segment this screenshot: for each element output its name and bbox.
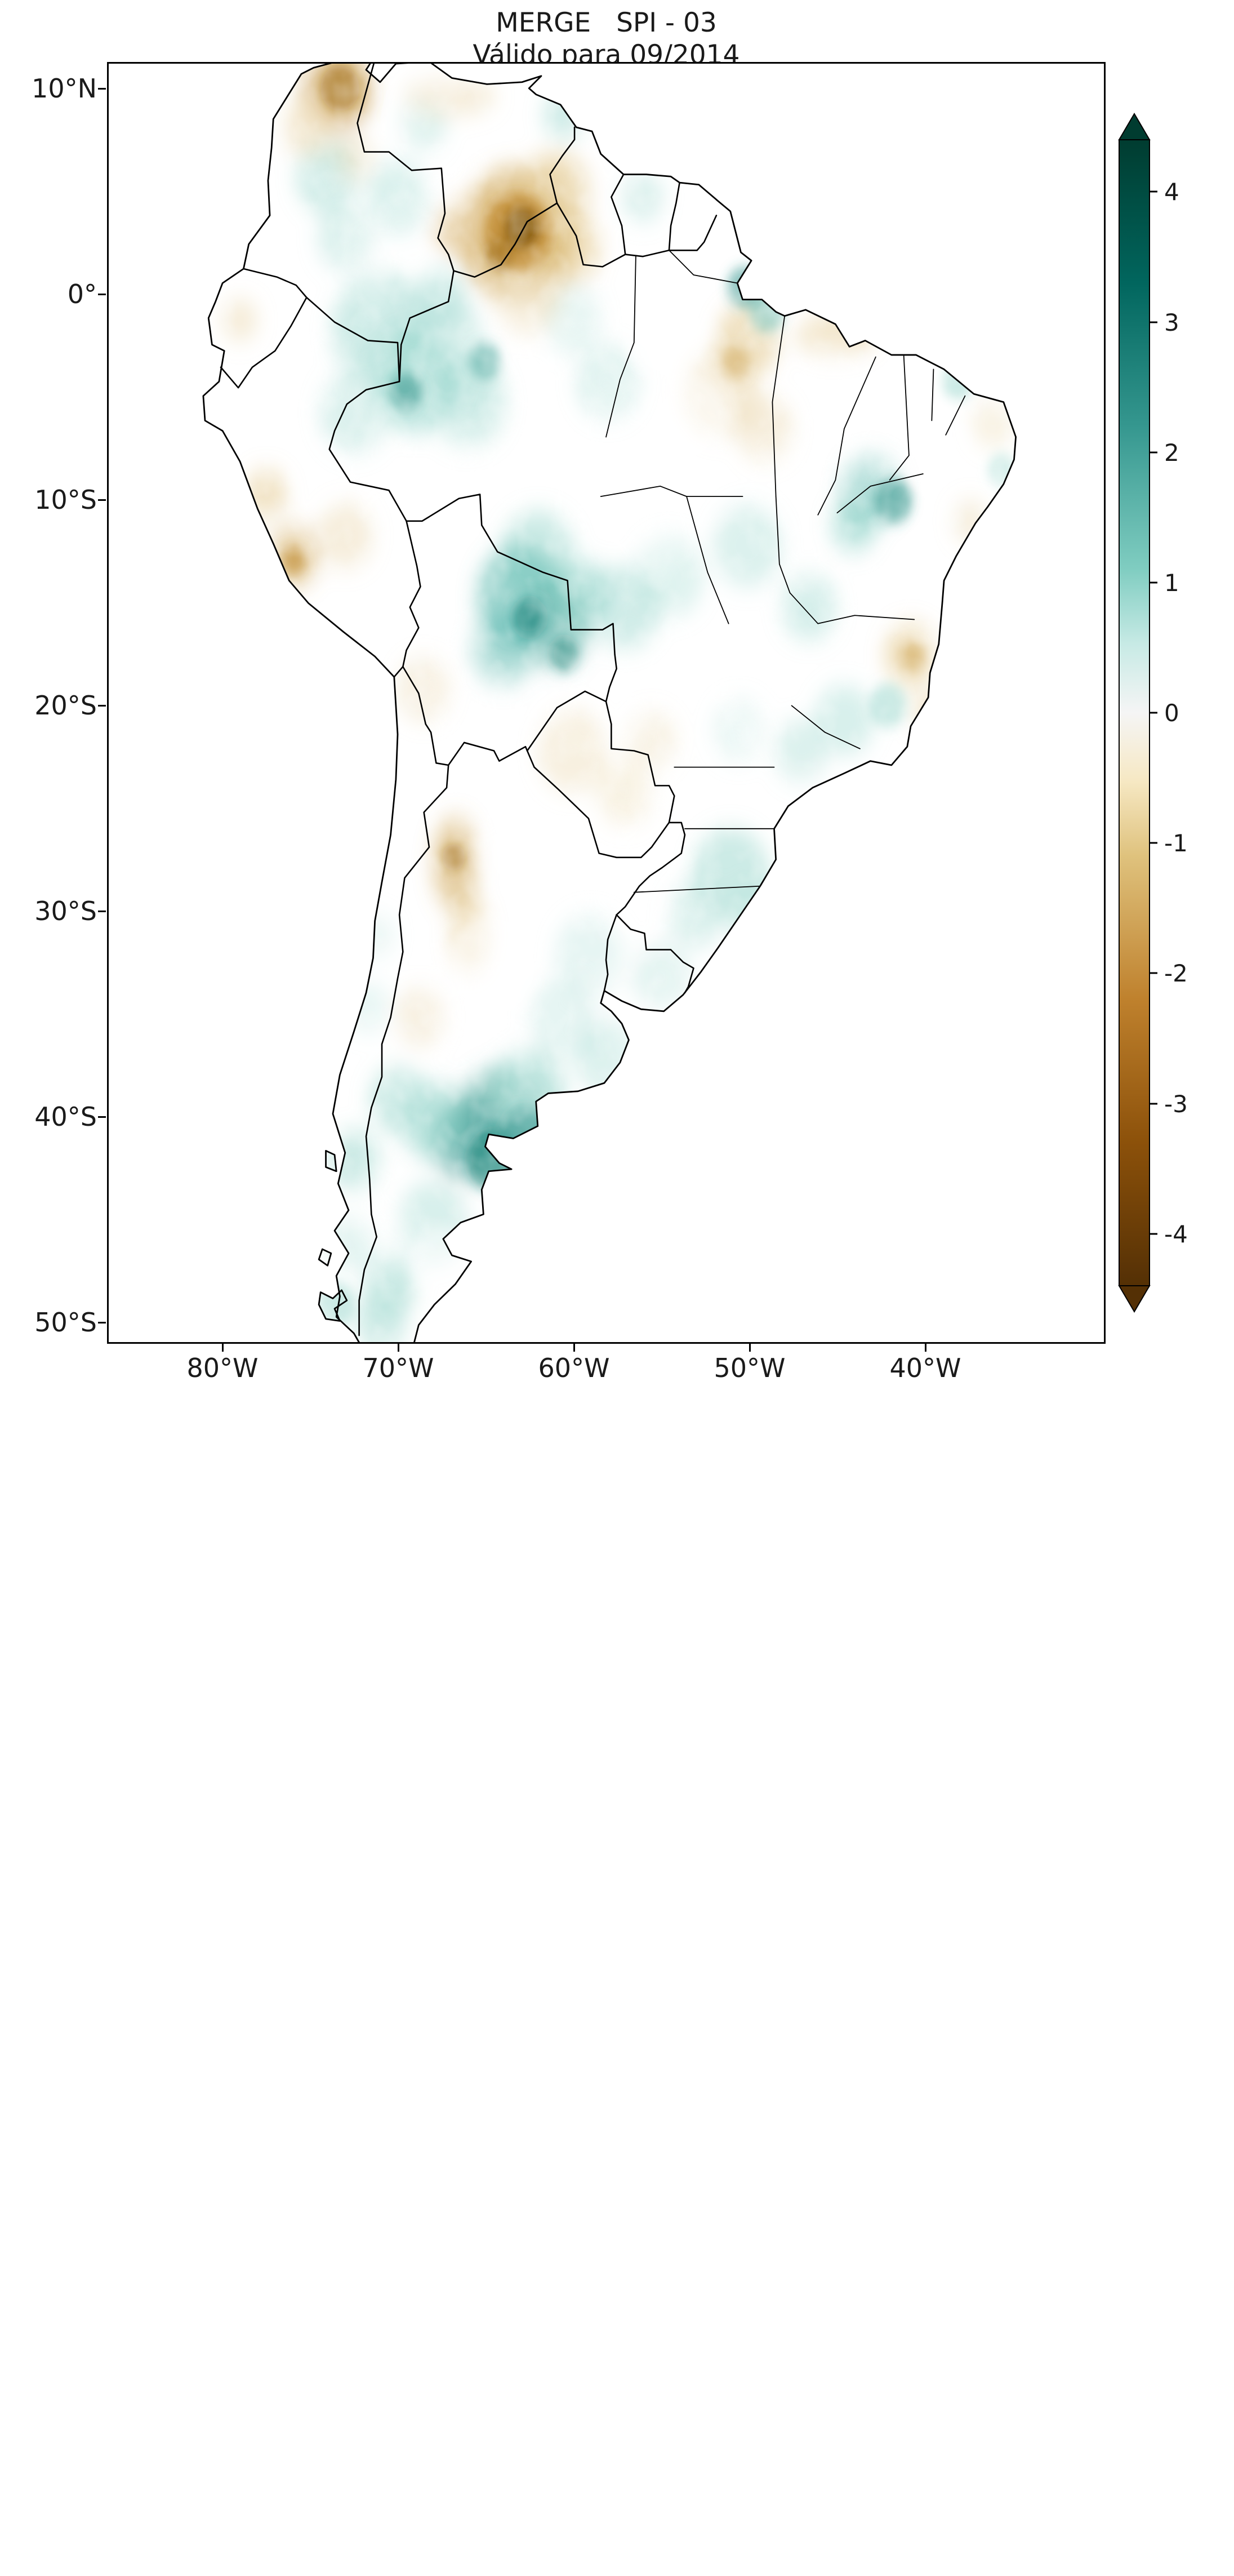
colorbar-label-2: 2 [1164, 439, 1179, 467]
logo-orbit-ring [1141, 1563, 1234, 2311]
map-plot-area: INPE [107, 62, 1106, 1344]
lon-label-50w: 50°W [714, 1353, 786, 1383]
lat-label-30s: 30°S [34, 896, 97, 926]
lat-label-20s: 20°S [34, 690, 97, 721]
title-line-1: MERGE SPI - 03 [496, 7, 717, 38]
colorbar-label-m4: -4 [1164, 1220, 1188, 1248]
lon-tick-mark [222, 1344, 224, 1352]
colorbar-extend-min [1118, 1285, 1151, 1313]
colorbar-label-3: 3 [1164, 309, 1179, 336]
lat-label-10s: 10°S [34, 485, 97, 515]
chart-title: MERGE SPI - 03 Válido para 09/2014 [107, 7, 1106, 71]
state-borders [601, 250, 965, 892]
colorbar-label-m2: -2 [1164, 960, 1188, 987]
lat-tick-mark [98, 1116, 106, 1118]
lat-tick-mark [98, 911, 106, 912]
lat-tick-mark [98, 1322, 106, 1323]
lat-tick-mark [98, 294, 106, 295]
lat-label-10n: 10°N [32, 73, 97, 104]
lon-tick-mark [749, 1344, 751, 1352]
colorbar-label-m3: -3 [1164, 1090, 1188, 1118]
lat-label-50s: 50°S [34, 1307, 97, 1338]
lat-tick-mark [98, 705, 106, 707]
lon-tick-mark [925, 1344, 926, 1352]
lat-label-0: 0° [67, 279, 97, 309]
colorbar-tick-marks [1150, 190, 1157, 1235]
lon-tick-mark [573, 1344, 575, 1352]
colorbar-gradient-body [1119, 139, 1150, 1286]
map-svg [109, 64, 1104, 1342]
lon-tick-mark [398, 1344, 399, 1352]
colorbar-tick-labels: 4 3 2 1 0 -1 -2 -3 -4 [1164, 178, 1188, 1248]
colorbar-label-0: 0 [1164, 699, 1179, 727]
coastline [203, 64, 1016, 1342]
colorbar-label-1: 1 [1164, 569, 1179, 597]
lat-tick-mark [98, 88, 106, 90]
colorbar-label-4: 4 [1164, 178, 1179, 206]
figure: MERGE SPI - 03 Válido para 09/2014 10°N … [32, 7, 1188, 1383]
inpe-logo: INPE [1097, 1298, 1234, 2576]
lon-label-40w: 40°W [889, 1353, 961, 1383]
colorbar: 4 3 2 1 0 -1 -2 -3 -4 [1118, 113, 1188, 1313]
lon-label-60w: 60°W [538, 1353, 610, 1383]
lat-tick-mark [98, 499, 106, 501]
lon-label-80w: 80°W [186, 1353, 259, 1383]
lat-label-40s: 40°S [34, 1102, 97, 1132]
colorbar-extend-max [1118, 113, 1151, 140]
colorbar-label-m1: -1 [1164, 829, 1188, 857]
lon-label-70w: 70°W [362, 1353, 434, 1383]
country-borders [221, 64, 716, 1335]
